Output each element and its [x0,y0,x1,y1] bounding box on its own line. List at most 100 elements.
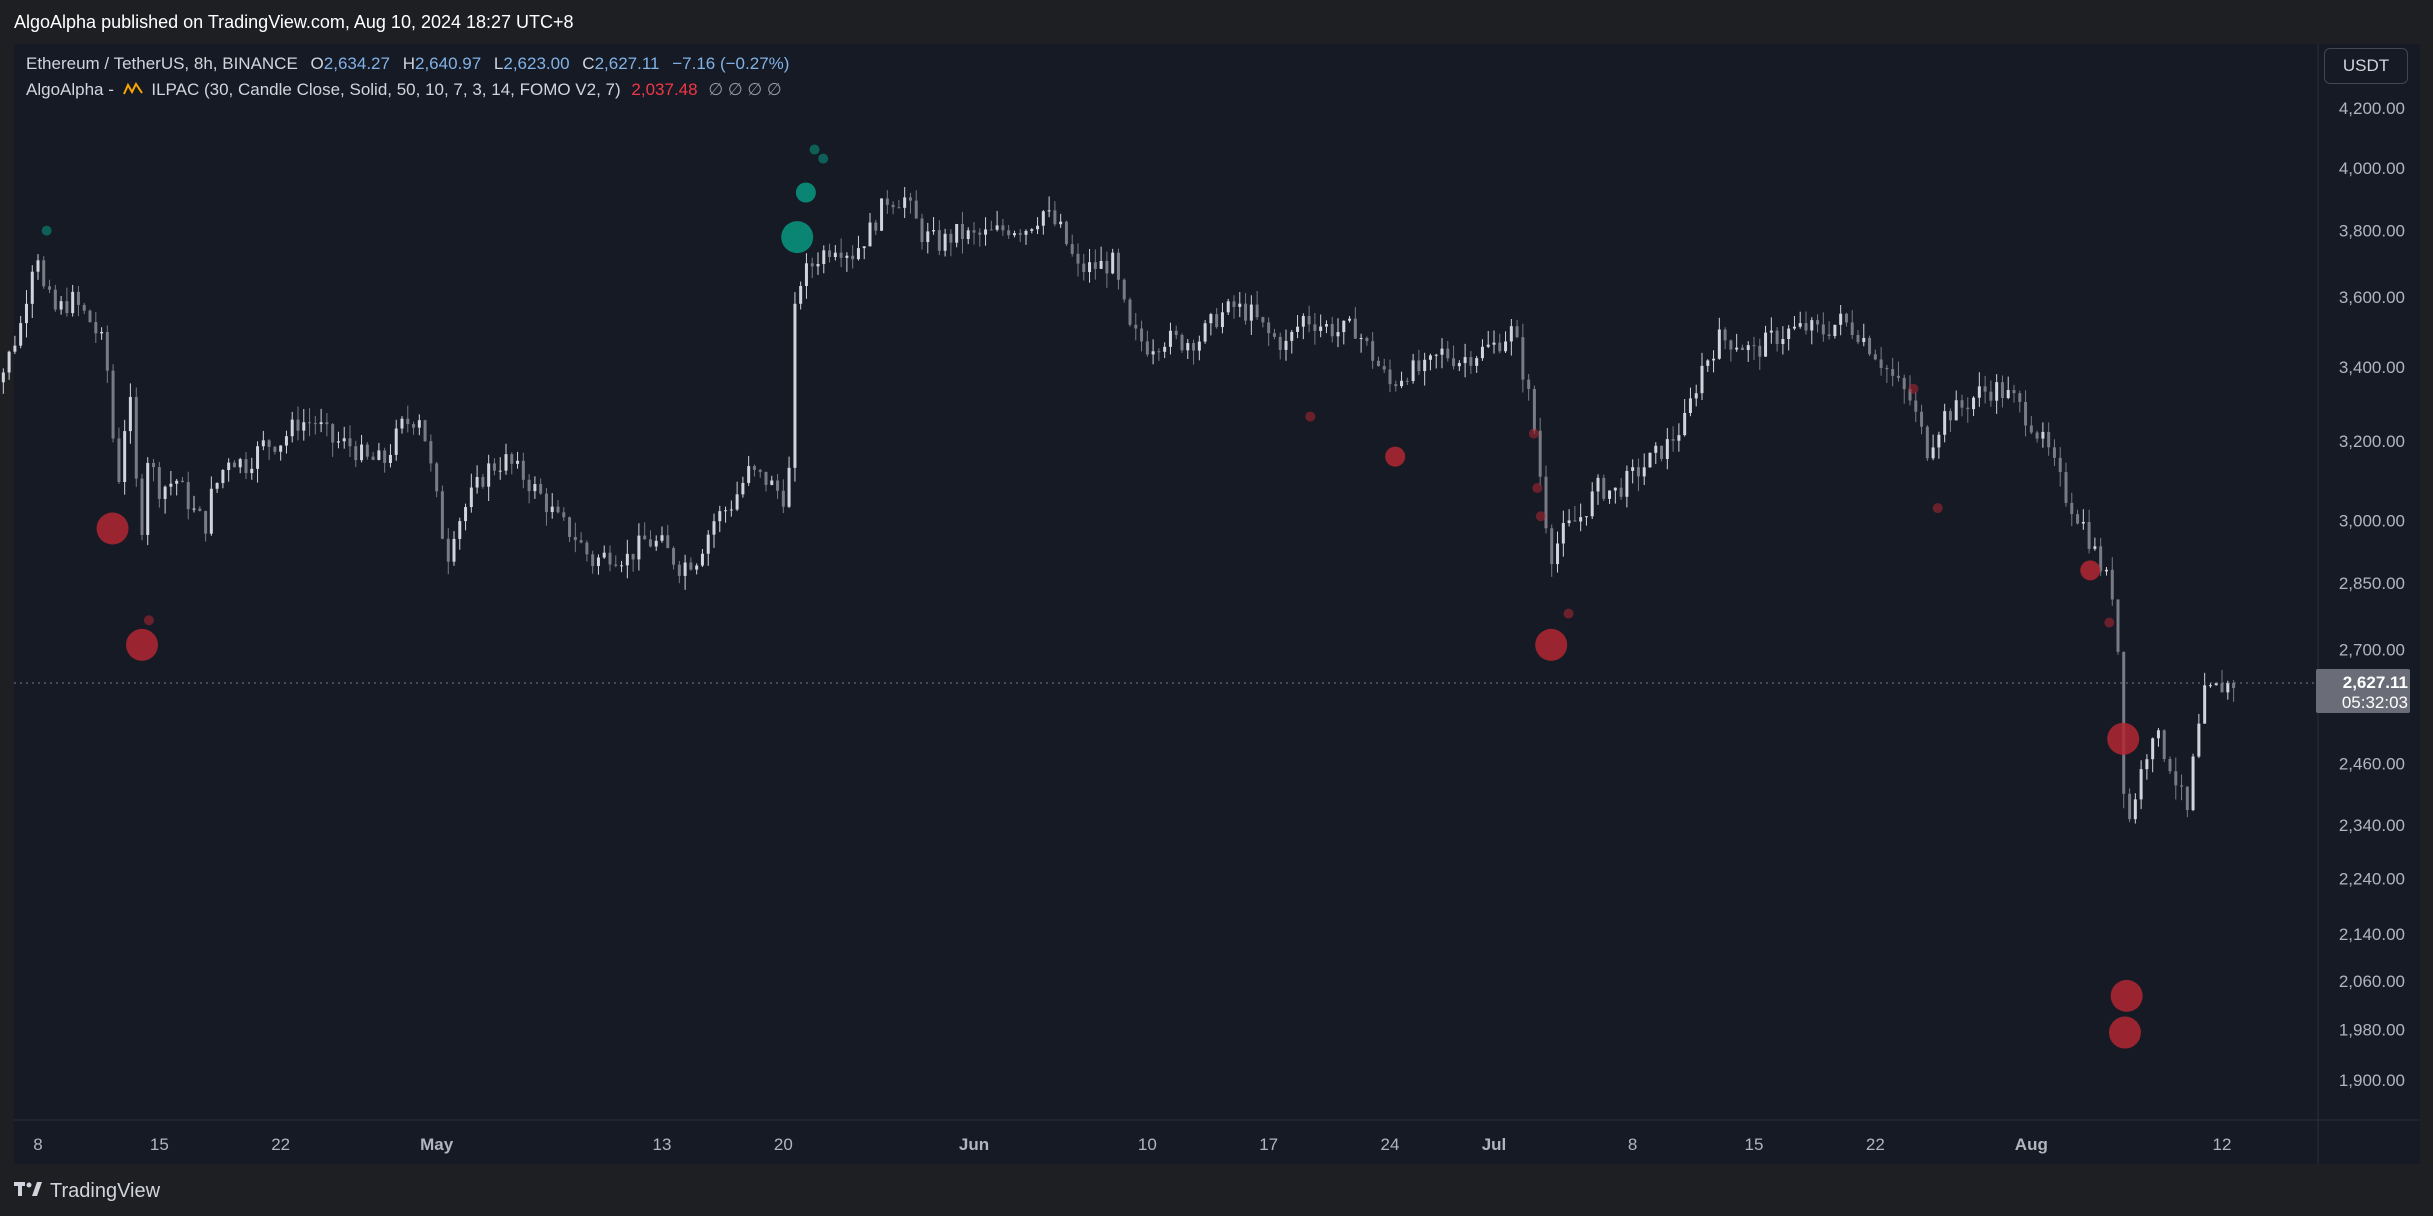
bear-bubble [2107,722,2140,755]
candle-body [550,506,554,513]
candle-body [325,422,329,425]
price-tick-label: 4,200.00 [2339,99,2405,118]
candle-body [568,517,572,537]
candle-body [1475,358,1479,366]
candle-body [2076,514,2080,524]
candle-body [2058,457,2062,473]
candle-body [1024,230,1028,235]
candle-body [1018,233,1022,235]
symbol-legend[interactable]: Ethereum / TetherUS, 8h, BINANCE O2,634.… [26,54,789,74]
candle-body [469,487,473,508]
candle-body [2168,758,2172,772]
candle-body [1556,543,1560,565]
candle-body [1197,341,1201,351]
candle-body [2024,401,2028,426]
candle-body [1290,331,1294,341]
candle-body [1648,452,1652,468]
candle-body [1428,355,1432,360]
close-label: C [582,54,595,73]
candle-body [1382,366,1386,370]
footer-brand-name: TradingView [50,1180,161,1202]
candle-body [2128,793,2132,820]
time-tick-label: Aug [2015,1135,2048,1154]
candle-body [573,536,577,541]
candle-body [1,372,5,383]
candle-body [510,454,514,464]
time-tick-label: 22 [1866,1135,1885,1154]
candle-body [885,198,889,205]
candle-body [1752,345,1756,347]
candle-body [48,286,52,290]
candle-body [348,438,352,447]
candle-body [1457,363,1461,367]
candle-body [1781,338,1785,344]
candle-body [1232,301,1236,307]
candle-body [256,446,260,469]
publisher-header: AlgoAlpha published on TradingView.com, … [0,0,2433,44]
candle-body [729,509,733,511]
candle-body [1371,341,1375,361]
indicator-legend[interactable]: AlgoAlpha - ILPAC (30, Candle Close, Sol… [26,80,782,101]
price-tick-label: 2,140.00 [2339,925,2405,944]
candle-body [1140,328,1144,342]
candle-body [856,248,860,260]
candle-body [1151,351,1155,355]
candle-body [625,553,629,566]
candle-body [1272,333,1276,337]
candle-body [13,345,17,352]
candle-body [643,535,647,540]
candle-body [1914,400,1918,412]
candle-body [1469,357,1473,366]
candle-body [1608,490,1612,499]
candle-body [371,456,375,460]
candle-body [1220,312,1224,328]
candle-body [342,438,346,442]
candle-body [2104,569,2108,572]
candle-body [429,441,433,464]
candle-body [695,565,699,570]
price-axis[interactable]: 1,900.00 1,980.00 2,060.00 2,140.00 2,240.00… [14,44,2420,1164]
candle-body [2139,769,2143,800]
currency-button[interactable]: USDT [2324,48,2408,84]
candle-body [140,478,144,535]
candle-body [1001,225,1005,231]
candle-body [117,438,121,482]
candle-body [1359,337,1363,339]
candle-body [1186,343,1190,351]
candle-body [1596,477,1600,492]
candle-body [1388,369,1392,385]
candle-body [562,512,566,518]
candle-body [2087,521,2091,549]
candle-body [440,491,444,539]
time-tick-label: 15 [1745,1135,1764,1154]
candle-body [1550,528,1554,565]
candle-body [192,508,196,510]
candle-body [1567,520,1571,524]
low-label: L [493,54,504,73]
candle-body [82,304,86,311]
candle-body [631,553,635,560]
candle-body [1862,337,1866,343]
time-axis[interactable]: 8 15 22 May 13 20 Jun 10 17 24 Jul 8 15 22 Aug 12 [14,1119,2420,1154]
bull-bubble [781,221,814,254]
candle-body [2133,799,2137,820]
candle-body [1434,354,1438,356]
candle-body [1735,347,1739,350]
candle-body [2145,759,2149,770]
candle-body [1405,380,1409,382]
candle-body [833,252,837,258]
candle-body [1174,330,1178,335]
candle-body [204,511,208,534]
candle-body [1076,253,1080,264]
chart-area[interactable] [14,44,2420,1164]
candle-body [926,231,930,243]
candle-body [65,301,69,314]
candle-body [770,480,774,485]
candle-body [1492,342,1496,345]
candle-body [1844,313,1848,323]
candle-body [1145,341,1149,355]
candle-body [602,552,606,558]
price-tick-label: 2,700.00 [2339,640,2405,659]
footer-brand[interactable]: TradingView [14,1180,160,1203]
